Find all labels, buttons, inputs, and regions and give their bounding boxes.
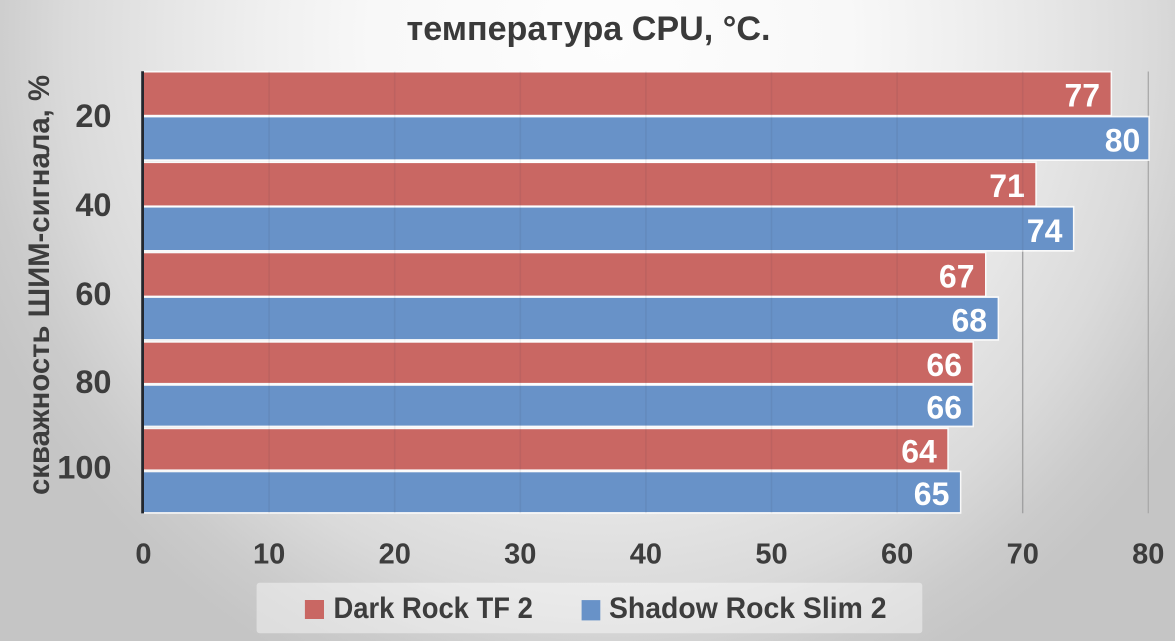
svg-text:60: 60 — [75, 276, 111, 312]
svg-text:80: 80 — [1105, 122, 1141, 158]
svg-text:71: 71 — [989, 168, 1025, 204]
svg-text:80: 80 — [75, 364, 111, 400]
svg-text:температура CPU, °С.: температура CPU, °С. — [407, 10, 771, 48]
svg-text:66: 66 — [926, 347, 962, 383]
svg-text:50: 50 — [755, 539, 787, 571]
svg-text:74: 74 — [1027, 213, 1063, 249]
svg-text:70: 70 — [1007, 539, 1039, 571]
svg-text:40: 40 — [75, 187, 111, 223]
svg-text:40: 40 — [630, 539, 662, 571]
svg-text:Dark Rock TF 2: Dark Rock TF 2 — [334, 592, 533, 625]
svg-text:67: 67 — [939, 259, 975, 295]
svg-text:65: 65 — [914, 476, 950, 512]
svg-text:64: 64 — [901, 433, 937, 469]
svg-text:скважность ШИМ-сигнала, %: скважность ШИМ-сигнала, % — [23, 75, 56, 495]
svg-text:100: 100 — [57, 449, 111, 485]
svg-text:30: 30 — [504, 539, 536, 571]
svg-text:20: 20 — [75, 98, 111, 134]
svg-text:66: 66 — [926, 390, 962, 426]
svg-text:68: 68 — [952, 303, 988, 339]
svg-text:0: 0 — [135, 539, 151, 571]
svg-text:10: 10 — [253, 539, 285, 571]
svg-text:60: 60 — [881, 539, 913, 571]
svg-text:77: 77 — [1065, 78, 1101, 114]
svg-text:80: 80 — [1132, 539, 1164, 571]
svg-text:20: 20 — [379, 539, 411, 571]
svg-text:Shadow Rock Slim 2: Shadow Rock Slim 2 — [609, 592, 887, 625]
